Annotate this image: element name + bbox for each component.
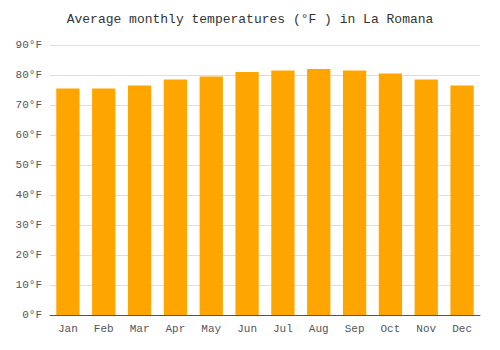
svg-text:Feb: Feb	[94, 323, 114, 335]
svg-text:Jun: Jun	[237, 323, 257, 335]
svg-text:0°F: 0°F	[22, 309, 42, 321]
svg-text:10°F: 10°F	[16, 279, 42, 291]
svg-text:50°F: 50°F	[16, 159, 42, 171]
svg-text:70°F: 70°F	[16, 99, 42, 111]
svg-text:30°F: 30°F	[16, 219, 42, 231]
svg-text:90°F: 90°F	[16, 39, 42, 51]
svg-text:May: May	[201, 323, 221, 335]
svg-text:Mar: Mar	[130, 323, 150, 335]
svg-text:Jul: Jul	[273, 323, 293, 335]
svg-text:Dec: Dec	[452, 323, 472, 335]
svg-text:60°F: 60°F	[16, 129, 42, 141]
svg-text:Jan: Jan	[58, 323, 78, 335]
svg-text:Average monthly temperatures (: Average monthly temperatures (°F ) in La…	[67, 12, 434, 27]
svg-text:Aug: Aug	[309, 323, 329, 335]
svg-text:80°F: 80°F	[16, 69, 42, 81]
svg-text:Oct: Oct	[381, 323, 401, 335]
svg-text:Apr: Apr	[166, 323, 186, 335]
svg-text:40°F: 40°F	[16, 189, 42, 201]
svg-text:20°F: 20°F	[16, 249, 42, 261]
svg-text:Sep: Sep	[345, 323, 365, 335]
svg-text:Nov: Nov	[416, 323, 436, 335]
